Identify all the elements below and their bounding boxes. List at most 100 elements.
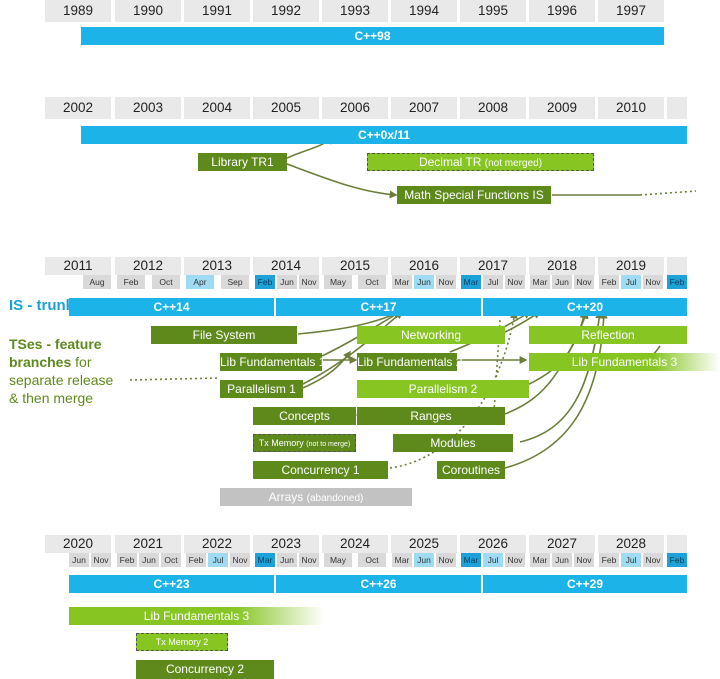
trunk-cpp20: C++20 [483, 298, 687, 316]
year-label: 2019 [598, 257, 664, 275]
year-label: 2011 [45, 257, 111, 275]
branch-parallelism-2: Parallelism 2 [357, 380, 529, 398]
branch-lib-fundamentals-1: Lib Fundamentals 1 [220, 353, 326, 371]
branch-coroutines: Coroutines [437, 461, 505, 479]
month-label: Nov [436, 553, 456, 567]
year-label: 2017 [460, 257, 526, 275]
month-label: Nov [574, 553, 594, 567]
year-label: 2005 [253, 97, 319, 119]
year-label: 2025 [391, 535, 457, 553]
month-label: Feb [255, 275, 275, 289]
branch-file-system: File System [151, 326, 297, 344]
branch-library-tr1: Library TR1 [198, 153, 287, 171]
month-label: Mar [530, 553, 550, 567]
month-label: Jul [621, 553, 641, 567]
month-label: Feb [186, 553, 206, 567]
month-label: Jun [277, 275, 297, 289]
month-label: Jun [552, 275, 572, 289]
year-label: 2024 [322, 535, 388, 553]
month-label: Jul [483, 275, 503, 289]
year-label: 2003 [115, 97, 181, 119]
month-label: Oct [152, 275, 180, 289]
decimal-tr-note: (not merged) [484, 158, 543, 169]
branch-arrays: Arrays (abandoned) [220, 488, 412, 506]
month-label: Sep [221, 275, 249, 289]
is-trunk-label: IS - trunk [9, 297, 75, 314]
month-label: Jul [483, 553, 503, 567]
tx-memory-note: (not to merge) [306, 441, 351, 448]
month-label: Feb [117, 553, 137, 567]
month-label: Feb [599, 275, 619, 289]
year-label: 1992 [253, 0, 319, 22]
year-label-empty [667, 97, 687, 119]
trunk-cpp14: C++14 [69, 298, 274, 316]
branch-reflection: Reflection [529, 326, 687, 344]
branch-lib-fundamentals-3: Lib Fundamentals 3 [529, 353, 720, 371]
year-label: 1989 [45, 0, 111, 22]
month-label: Jun [414, 275, 434, 289]
month-label: Nov [505, 275, 525, 289]
year-label: 2028 [598, 535, 664, 553]
year-label: 2002 [45, 97, 111, 119]
trunk-cpp23: C++23 [69, 575, 274, 593]
month-label: Nov [505, 553, 525, 567]
tx-memory-label: Tx Memory [258, 438, 304, 448]
ts-label: TSes - feature branches for separate rel… [9, 335, 124, 407]
month-label: Jul [208, 553, 228, 567]
branch-tx-memory: Tx Memory (not to merge) [253, 434, 356, 452]
year-label-empty [667, 257, 687, 275]
branch-tx-memory-2: Tx Memory 2 [136, 633, 228, 651]
month-label: Jun [552, 553, 572, 567]
year-label: 2022 [184, 535, 250, 553]
arrays-note: (abandoned) [306, 493, 364, 504]
branch-math-special-functions: Math Special Functions IS [397, 186, 551, 204]
branch-lib-fundamentals-3-2020: Lib Fundamentals 3 [69, 607, 324, 625]
month-label: Mar [255, 553, 275, 567]
arrow-ts-label [129, 377, 219, 381]
year-label: 2020 [45, 535, 111, 553]
ts-label-rest: for separate release & then merge [9, 354, 114, 406]
year-label: 2006 [322, 97, 388, 119]
year-label: 2012 [115, 257, 181, 275]
arrow-math-dotted [639, 190, 697, 196]
year-label: 1997 [598, 0, 664, 22]
month-label: Oct [161, 553, 181, 567]
month-label: Jul [621, 275, 641, 289]
month-label: Feb [667, 553, 687, 567]
month-label: Nov [643, 553, 663, 567]
trunk-cpp29: C++29 [483, 575, 687, 593]
year-label: 1995 [460, 0, 526, 22]
branch-lib-fundamentals-2: Lib Fundamentals 2 [357, 353, 463, 371]
month-label: Aug [83, 275, 111, 289]
month-label: Mar [461, 553, 481, 567]
branch-concurrency-2: Concurrency 2 [136, 660, 274, 679]
month-label: May [324, 553, 352, 567]
year-label: 1994 [391, 0, 457, 22]
year-label: 2014 [253, 257, 319, 275]
trunk-cpp17: C++17 [276, 298, 481, 316]
trunk-cpp98: C++98 [81, 27, 664, 45]
year-label: 2018 [529, 257, 595, 275]
month-label: Jun [277, 553, 297, 567]
year-label-empty [667, 535, 687, 553]
month-label: Jun [414, 553, 434, 567]
year-label: 1993 [322, 0, 388, 22]
month-label: Nov [436, 275, 456, 289]
year-label: 1996 [529, 0, 595, 22]
month-label: Mar [461, 275, 481, 289]
month-label: Apr [186, 275, 214, 289]
year-label: 2016 [391, 257, 457, 275]
month-label: Nov [91, 553, 111, 567]
month-label: Feb [599, 553, 619, 567]
arrays-label: Arrays [268, 490, 304, 504]
year-label: 1990 [115, 0, 181, 22]
month-label: Nov [299, 275, 319, 289]
branch-decimal-tr: Decimal TR (not merged) [367, 153, 594, 171]
decimal-tr-label: Decimal TR [418, 155, 482, 169]
month-label: Mar [530, 275, 550, 289]
year-label: 1991 [184, 0, 250, 22]
month-label: Oct [358, 553, 386, 567]
month-label: Feb [667, 275, 687, 289]
month-label: May [324, 275, 352, 289]
year-label: 2021 [115, 535, 181, 553]
